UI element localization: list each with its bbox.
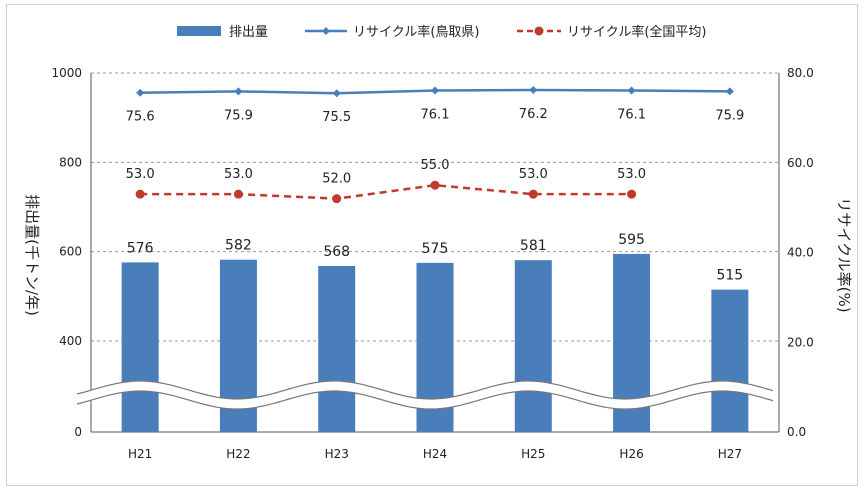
pref-marker (136, 88, 145, 97)
national-marker (528, 189, 538, 199)
pref-value-label: 75.9 (715, 108, 744, 123)
chart-svg: 0 400 600 800 1000 0.0 20.0 40.0 60.0 80.0 576 582 5… (23, 24, 853, 461)
x-tick-label: H21 (128, 447, 152, 461)
y2-tick-label: 20.0 (787, 335, 814, 349)
legend-label-national: リサイクル率(全国平均) (567, 24, 707, 40)
legend-marker-pref (322, 27, 330, 35)
national-marker (627, 189, 637, 199)
pref-value-label: 75.6 (126, 110, 155, 125)
national-value-label: 53.0 (519, 167, 548, 182)
pref-value-label: 75.5 (322, 110, 351, 125)
pref-value-label: 76.1 (617, 108, 646, 123)
pref-marker (234, 87, 243, 96)
bar (514, 260, 552, 432)
x-tick-label: H24 (423, 447, 447, 461)
national-value-label: 53.0 (224, 167, 253, 182)
y-tick-label: 1000 (51, 66, 82, 80)
national-marker (233, 189, 243, 199)
y-tick-label: 0 (74, 425, 82, 439)
chart-frame: 0 400 600 800 1000 0.0 20.0 40.0 60.0 80.0 576 582 5… (6, 4, 858, 486)
bar-value-label: 582 (225, 238, 252, 254)
national-value-label: 55.0 (421, 158, 450, 173)
national-marker (135, 189, 145, 199)
y2-tick-label: 80.0 (787, 66, 814, 80)
national-marker (332, 194, 342, 204)
y2-tick-label: 60.0 (787, 156, 814, 170)
legend-label-pref: リサイクル率(鳥取県) (353, 24, 480, 40)
y2-tick-label: 40.0 (787, 246, 814, 260)
axis-break-line (76, 380, 774, 400)
pref-marker (627, 86, 636, 95)
y2-axis-title: リサイクル率(%) (835, 197, 853, 312)
y-axis-title: 排出量(千トン/年) (23, 194, 41, 316)
y-tick-label: 400 (59, 334, 82, 348)
bar (318, 265, 356, 432)
x-tick-label: H23 (325, 447, 349, 461)
national-recycle-line (140, 183, 632, 200)
axis-break-line (76, 390, 774, 410)
bar-value-label: 576 (127, 240, 154, 256)
x-tick-label: H25 (521, 447, 545, 461)
bar-value-label: 575 (422, 241, 449, 257)
pref-marker (332, 89, 341, 98)
legend-label-bar: 排出量 (229, 25, 268, 40)
national-value-label: 53.0 (126, 167, 155, 182)
bar-value-label: 595 (618, 232, 645, 248)
bar (711, 289, 749, 432)
legend-swatch-bar (177, 26, 221, 36)
pref-marker (529, 86, 538, 95)
national-marker (430, 180, 440, 190)
pref-value-label: 76.2 (519, 107, 548, 122)
national-value-label: 52.0 (322, 172, 351, 187)
bar (121, 262, 159, 432)
pref-value-label: 76.1 (421, 108, 450, 123)
y2-tick-label: 0.0 (787, 425, 806, 439)
pref-marker (431, 86, 439, 95)
national-value-label: 53.0 (617, 167, 646, 182)
bar-value-label: 581 (520, 238, 547, 254)
y-tick-label: 800 (59, 155, 82, 169)
x-tick-label: H27 (718, 447, 742, 461)
pref-value-label: 75.9 (224, 108, 253, 123)
x-tick-label: H22 (226, 447, 250, 461)
pref-marker (725, 87, 734, 96)
axis-break-band (75, 381, 775, 410)
bar-value-label: 568 (323, 244, 350, 260)
x-tick-label: H26 (619, 447, 643, 461)
bar-value-label: 515 (716, 268, 743, 284)
y-tick-label: 600 (59, 245, 82, 259)
legend-marker-national (534, 26, 544, 36)
